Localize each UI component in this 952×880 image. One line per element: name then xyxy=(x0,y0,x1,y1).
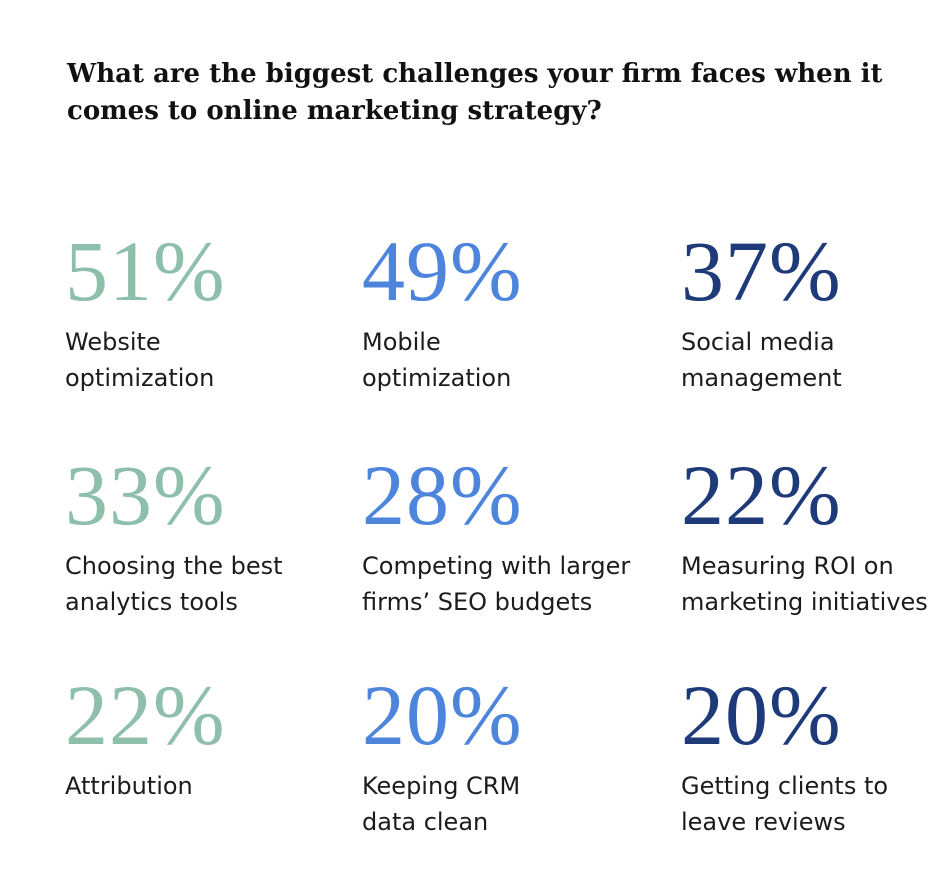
stat-mobile-optimization: 49% Mobile optimization xyxy=(362,228,632,396)
stat-label: Social media management xyxy=(681,328,842,392)
stat-measuring-roi: 22% Measuring ROI on marketing initiativ… xyxy=(681,452,951,620)
stat-label: Keeping CRM data clean xyxy=(362,772,521,836)
stat-percentage: 51% xyxy=(65,223,226,319)
stat-crm-data: 20% Keeping CRM data clean xyxy=(362,672,632,840)
stat-analytics-tools: 33% Choosing the best analytics tools xyxy=(65,452,335,620)
stat-percentage: 28% xyxy=(362,447,523,543)
stat-website-optimization: 51% Website optimization xyxy=(65,228,335,396)
stat-label: Measuring ROI on marketing initiatives xyxy=(681,552,928,616)
stat-percentage: 20% xyxy=(362,667,523,763)
stat-label: Competing with larger firms’ SEO budgets xyxy=(362,552,631,616)
stat-percentage: 37% xyxy=(681,223,842,319)
stat-label: Choosing the best analytics tools xyxy=(65,552,283,616)
stat-percentage: 49% xyxy=(362,223,523,319)
stat-label: Mobile optimization xyxy=(362,328,512,392)
stat-client-reviews: 20% Getting clients to leave reviews xyxy=(681,672,951,840)
stat-label: Website optimization xyxy=(65,328,215,392)
stat-percentage: 22% xyxy=(681,447,842,543)
stat-label: Getting clients to leave reviews xyxy=(681,772,889,836)
stat-attribution: 22% Attribution xyxy=(65,672,335,804)
stat-percentage: 20% xyxy=(681,667,842,763)
stat-percentage: 22% xyxy=(65,667,226,763)
chart-title: What are the biggest challenges your fir… xyxy=(67,59,883,126)
stat-label: Attribution xyxy=(65,772,193,800)
stat-seo-budgets: 28% Competing with larger firms’ SEO bud… xyxy=(362,452,632,620)
stat-percentage: 33% xyxy=(65,447,226,543)
stat-social-media-management: 37% Social media management xyxy=(681,228,951,396)
